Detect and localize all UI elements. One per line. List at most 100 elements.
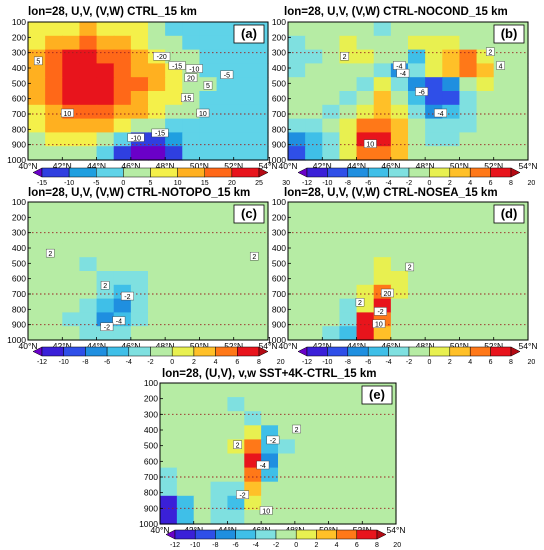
field-cell xyxy=(165,271,183,286)
field-cell xyxy=(160,481,178,497)
field-cell xyxy=(328,383,347,398)
y-tick-label: 300 xyxy=(12,48,26,58)
x-tick-label: 50°N xyxy=(450,161,469,171)
y-tick-label: 800 xyxy=(144,488,158,498)
field-cell xyxy=(79,326,98,341)
x-tick-label: 48°N xyxy=(416,341,435,351)
contour-label-box xyxy=(372,319,386,328)
field-cell xyxy=(176,439,195,455)
field-cell xyxy=(311,453,330,469)
colorbar-arrow-high xyxy=(376,529,387,540)
field-cell xyxy=(250,298,269,313)
field-cell xyxy=(442,298,461,313)
x-tick-label: 40°N xyxy=(151,525,170,535)
field-cell xyxy=(442,146,461,161)
field-cell xyxy=(79,229,98,244)
field-cell xyxy=(476,77,495,92)
field-cell xyxy=(510,312,529,327)
field-cell xyxy=(233,257,252,272)
field-cell xyxy=(233,146,252,161)
field-cell xyxy=(339,229,358,244)
field-cell xyxy=(165,229,183,244)
field-cell xyxy=(62,91,81,106)
field-cell xyxy=(339,63,358,78)
colorbar-tick-label: 20 xyxy=(277,359,285,366)
field-cell xyxy=(148,271,166,286)
field-cell xyxy=(373,22,392,37)
panel-b: lon=28, U,V, (V,W) CTRL-NOCOND_15 km -4 -6… xyxy=(267,6,537,187)
field-cell xyxy=(62,284,81,300)
field-cell xyxy=(311,509,330,525)
y-tick-label: 400 xyxy=(272,63,286,73)
field-cell xyxy=(493,298,512,313)
colorbar-tick-label: -2 xyxy=(147,359,153,366)
field-cell xyxy=(96,49,115,64)
field-cell xyxy=(244,439,262,455)
field-cell xyxy=(322,243,341,258)
field-cell xyxy=(328,509,347,525)
field-cell xyxy=(322,202,341,217)
y-tick-label: 600 xyxy=(272,274,286,284)
field-cell xyxy=(160,397,178,412)
field-cell xyxy=(176,397,195,412)
colorbar-tick-label: -8 xyxy=(212,542,218,549)
contour-label: -5 xyxy=(224,72,230,79)
field-cell xyxy=(288,77,306,92)
field-cell xyxy=(130,215,149,231)
colorbar-tick-label: -8 xyxy=(345,180,351,187)
field-cell xyxy=(339,202,358,217)
field-cell xyxy=(322,49,341,64)
field-cell xyxy=(182,271,201,286)
colorbar-segment xyxy=(327,346,349,357)
field-cell xyxy=(425,146,443,161)
field-cell xyxy=(113,243,132,258)
field-cell xyxy=(216,91,235,106)
field-cell xyxy=(182,202,201,217)
field-cell xyxy=(493,49,512,64)
colorbar-segment xyxy=(347,346,369,357)
field-cell xyxy=(288,118,306,133)
colorbar-tick-label: 4 xyxy=(335,542,339,549)
contour-label: -15 xyxy=(172,63,182,70)
field-cell xyxy=(113,229,132,244)
field-cell xyxy=(148,229,166,244)
field-cell xyxy=(210,495,229,511)
field-cell xyxy=(305,243,323,258)
field-cell xyxy=(294,495,313,511)
field-cell xyxy=(288,104,306,120)
field-cell xyxy=(328,439,347,455)
field-cell xyxy=(28,298,46,313)
y-tick-label: 500 xyxy=(12,78,26,88)
colorbar-segment xyxy=(490,346,512,357)
field-cell xyxy=(165,257,183,272)
field-cell xyxy=(113,326,132,341)
field-cell xyxy=(193,439,212,455)
field-cell xyxy=(176,383,195,398)
field-cell xyxy=(130,35,149,51)
y-tick-label: 300 xyxy=(144,409,158,419)
field-cell xyxy=(322,104,341,120)
field-cell xyxy=(390,77,409,92)
y-tick-label: 500 xyxy=(272,78,286,88)
field-cell xyxy=(216,49,235,64)
field-cell xyxy=(233,118,252,133)
panel-d: lon=28, U,V, (V,W) CTRL-NOSEA_15 km20210… xyxy=(267,187,537,366)
field-cell xyxy=(182,229,201,244)
field-cell xyxy=(45,326,63,341)
field-cell xyxy=(165,91,183,106)
field-cell xyxy=(425,35,443,51)
field-cell xyxy=(96,257,115,272)
field-cell xyxy=(79,243,98,258)
y-tick-label: 100 xyxy=(12,17,26,27)
field-cell xyxy=(227,397,245,412)
field-cell xyxy=(408,271,426,286)
x-tick-label: 54°N xyxy=(519,161,538,171)
field-cell xyxy=(311,439,330,455)
field-cell xyxy=(28,118,46,133)
field-cell xyxy=(45,215,63,231)
colorbar-segment xyxy=(327,167,349,178)
contour-label: -2 xyxy=(377,309,383,316)
field-cell xyxy=(45,91,63,106)
panel-label-box xyxy=(493,24,525,44)
field-cell xyxy=(379,425,397,440)
